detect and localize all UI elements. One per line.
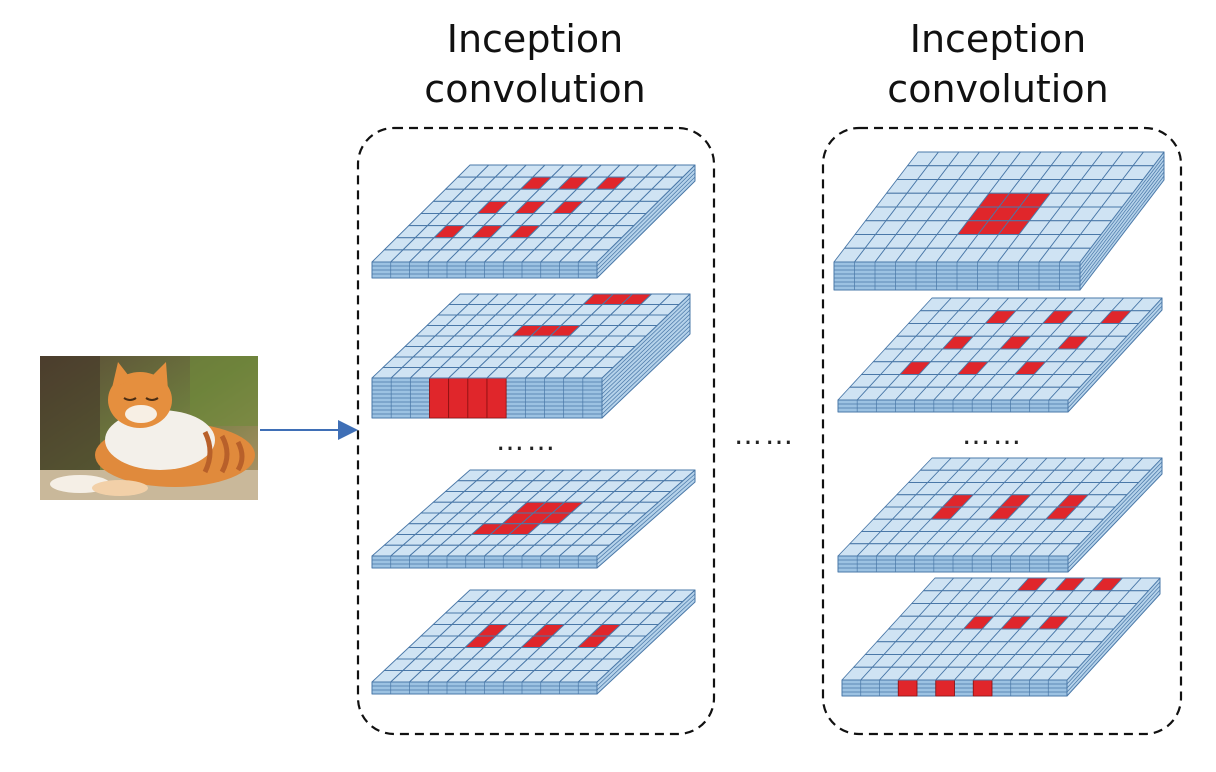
block1-layer3 — [371, 469, 696, 569]
conv-layers — [371, 151, 1165, 697]
block1-layer2-active-front — [467, 377, 488, 419]
block2-border — [821, 126, 1183, 736]
block1-title-line1: Inception — [446, 17, 624, 61]
block2-title-line1: Inception — [909, 17, 1087, 61]
block2-layer3 — [837, 457, 1163, 573]
block2-layer4-active-front — [972, 679, 993, 697]
block2-layer4 — [841, 577, 1161, 697]
block2-ellipsis: …… — [962, 418, 1024, 451]
block1-layer1-cell — [577, 249, 610, 263]
between-blocks-ellipsis: …… — [734, 418, 796, 451]
block2-layer1 — [833, 151, 1165, 291]
block1-layer2-active-front — [429, 377, 450, 419]
block1-layer2-cell — [582, 367, 614, 379]
block1-layer2-active-front — [448, 377, 469, 419]
block1-layer1 — [371, 164, 696, 279]
block2-layer2-cell — [1048, 386, 1081, 401]
block1-layer3-cell — [577, 544, 610, 557]
block1-layer4 — [371, 589, 696, 695]
block2-layer4-active-front — [935, 679, 955, 697]
block2-layer4-active-front — [897, 679, 918, 697]
block1-border — [356, 126, 716, 736]
block1-layer2-active-front — [486, 377, 507, 419]
block1-layer2 — [371, 293, 691, 419]
block1-ellipsis: …… — [496, 424, 558, 457]
block1-layer4-cell — [577, 670, 610, 683]
block2-layer2 — [837, 297, 1163, 413]
block2-title-line2: convolution — [887, 67, 1109, 111]
block1-title: Inception convolution — [390, 14, 680, 114]
block2-layer3-cell — [1048, 543, 1081, 557]
block2-title: Inception convolution — [853, 14, 1143, 114]
input-cat-image — [40, 356, 258, 500]
block2-layer4-cell — [1047, 666, 1080, 681]
block2-layer1-cell — [1059, 247, 1091, 263]
block1-title-line2: convolution — [424, 67, 646, 111]
